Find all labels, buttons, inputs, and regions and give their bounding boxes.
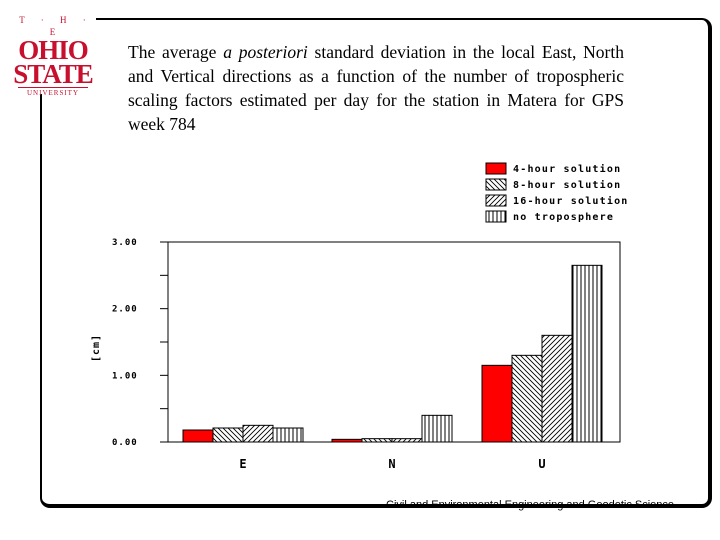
ohio-state-logo: T · H · E OHIO STATE UNIVERSITY	[10, 14, 96, 97]
bar	[272, 427, 304, 443]
x-tick-label: E	[239, 457, 246, 471]
logo-state: STATE	[13, 59, 94, 89]
legend-swatch	[485, 210, 507, 223]
logo-university: UNIVERSITY	[18, 87, 88, 99]
y-tick-label: 1.00	[112, 371, 138, 381]
bar	[481, 364, 513, 443]
title-emphasis: a posteriori	[223, 42, 308, 62]
legend-label: no troposphere	[513, 212, 614, 223]
bar	[571, 264, 603, 443]
bar	[511, 354, 543, 443]
bar	[541, 334, 573, 443]
legend-label: 8-hour solution	[513, 179, 621, 191]
x-tick-label: U	[538, 457, 545, 471]
legend-swatch	[485, 162, 507, 175]
bar	[212, 427, 244, 443]
slide-title: The average a posteriori standard deviat…	[128, 40, 624, 136]
legend-swatch	[485, 178, 507, 191]
legend-swatch	[485, 194, 507, 207]
legend-label: 4-hour solution	[513, 163, 621, 175]
bar	[182, 429, 214, 443]
y-tick-label: 3.00	[112, 238, 138, 248]
title-part-2: standard deviation in the local East, No…	[128, 42, 624, 134]
y-axis-label: [cm]	[91, 334, 102, 362]
legend-label: 16-hour solution	[513, 195, 629, 207]
bar	[391, 438, 423, 443]
bar	[331, 438, 363, 443]
logo-ohio: OHIO	[18, 35, 89, 65]
bar	[421, 414, 453, 443]
bar	[361, 438, 393, 443]
y-tick-label: 2.00	[112, 305, 138, 315]
title-part-1: The average	[128, 42, 224, 62]
y-tick-label: 0.00	[112, 438, 138, 448]
chart-legend: 4-hour solution 8-hour solution 16-hour so…	[485, 162, 629, 223]
x-tick-label: N	[388, 457, 395, 471]
footer-department: Civil and Environmental Engineering and …	[386, 499, 675, 511]
logo-the: T · H · E	[19, 15, 93, 37]
slide-frame	[40, 18, 712, 508]
bar	[242, 424, 274, 443]
